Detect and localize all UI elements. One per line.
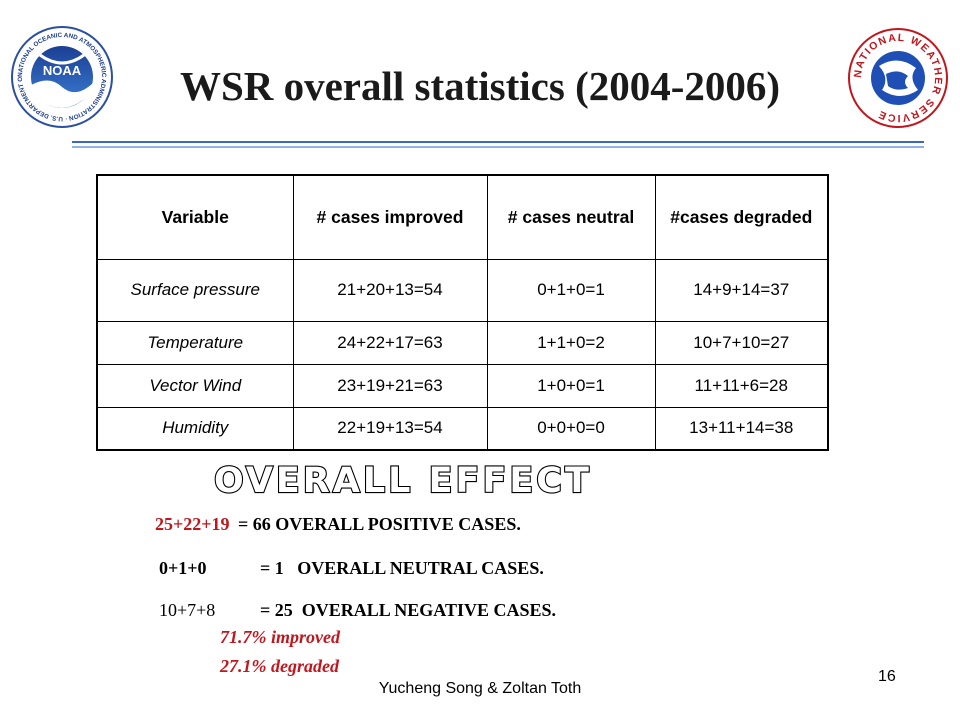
neutral-sum: 0+1+0 <box>159 558 207 578</box>
cell-neutral: 1+1+0=2 <box>486 320 656 365</box>
negative-summary: = 25 OVERALL NEGATIVE CASES. <box>260 600 556 620</box>
degraded-percentage: 27.1% degraded <box>220 656 339 676</box>
cell-degraded: 10+7+10=27 <box>654 320 829 365</box>
improved-percentage: 71.7% improved <box>220 627 340 647</box>
table-row: Humidity 22+19+13=54 0+0+0=0 13+11+14=38 <box>96 406 829 451</box>
svg-text:NOAA: NOAA <box>43 63 82 78</box>
cell-degraded: 11+11+6=28 <box>654 363 829 408</box>
cell-degraded: 13+11+14=38 <box>654 406 829 451</box>
positive-summary: = 66 OVERALL POSITIVE CASES. <box>238 514 521 534</box>
title-rule-light <box>72 146 924 148</box>
cell-improved: 23+19+21=63 <box>292 363 488 408</box>
positive-sum: 25+22+19 <box>155 514 230 534</box>
negative-sum: 10+7+8 <box>159 600 216 620</box>
table-row: Surface pressure 21+20+13=54 0+1+0=1 14+… <box>96 258 829 322</box>
cell-improved: 22+19+13=54 <box>292 406 488 451</box>
table-row: Temperature 24+22+17=63 1+1+0=2 10+7+10=… <box>96 320 829 365</box>
footer-authors: Yucheng Song & Zoltan Toth <box>378 680 582 697</box>
neutral-summary: = 1 OVERALL NEUTRAL CASES. <box>260 558 544 578</box>
header-degraded: #cases degraded <box>654 174 829 260</box>
header-variable: Variable <box>96 174 294 260</box>
statistics-table: Variable # cases improved # cases neutra… <box>96 174 829 451</box>
table-header-row: Variable # cases improved # cases neutra… <box>96 174 829 260</box>
overall-effect-heading: OVERALL EFFECT: <box>213 460 590 502</box>
table-row: Vector Wind 23+19+21=63 1+0+0=1 11+11+6=… <box>96 363 829 408</box>
noaa-logo: NATIONAL OCEANIC AND ATMOSPHERIC ADMINIS… <box>10 25 113 128</box>
cell-neutral: 0+0+0=0 <box>486 406 656 451</box>
cell-degraded: 14+9+14=37 <box>654 258 829 322</box>
cell-improved: 24+22+17=63 <box>292 320 488 365</box>
cell-variable: Vector Wind <box>96 363 294 408</box>
title-rule-dark <box>72 141 924 143</box>
page-number: 16 <box>878 668 896 685</box>
slide-title: WSR overall statistics (2004-2006) <box>179 63 781 109</box>
cell-variable: Humidity <box>96 406 294 451</box>
header-improved: # cases improved <box>292 174 488 260</box>
cell-improved: 21+20+13=54 <box>292 258 488 322</box>
header-neutral: # cases neutral <box>486 174 656 260</box>
cell-neutral: 0+1+0=1 <box>486 258 656 322</box>
nws-logo: NATIONAL WEATHER SERVICE <box>848 28 948 128</box>
svg-text:OVERALL EFFECT:: OVERALL EFFECT: <box>214 461 590 501</box>
cell-variable: Surface pressure <box>96 258 294 322</box>
cell-variable: Temperature <box>96 320 294 365</box>
cell-neutral: 1+0+0=1 <box>486 363 656 408</box>
